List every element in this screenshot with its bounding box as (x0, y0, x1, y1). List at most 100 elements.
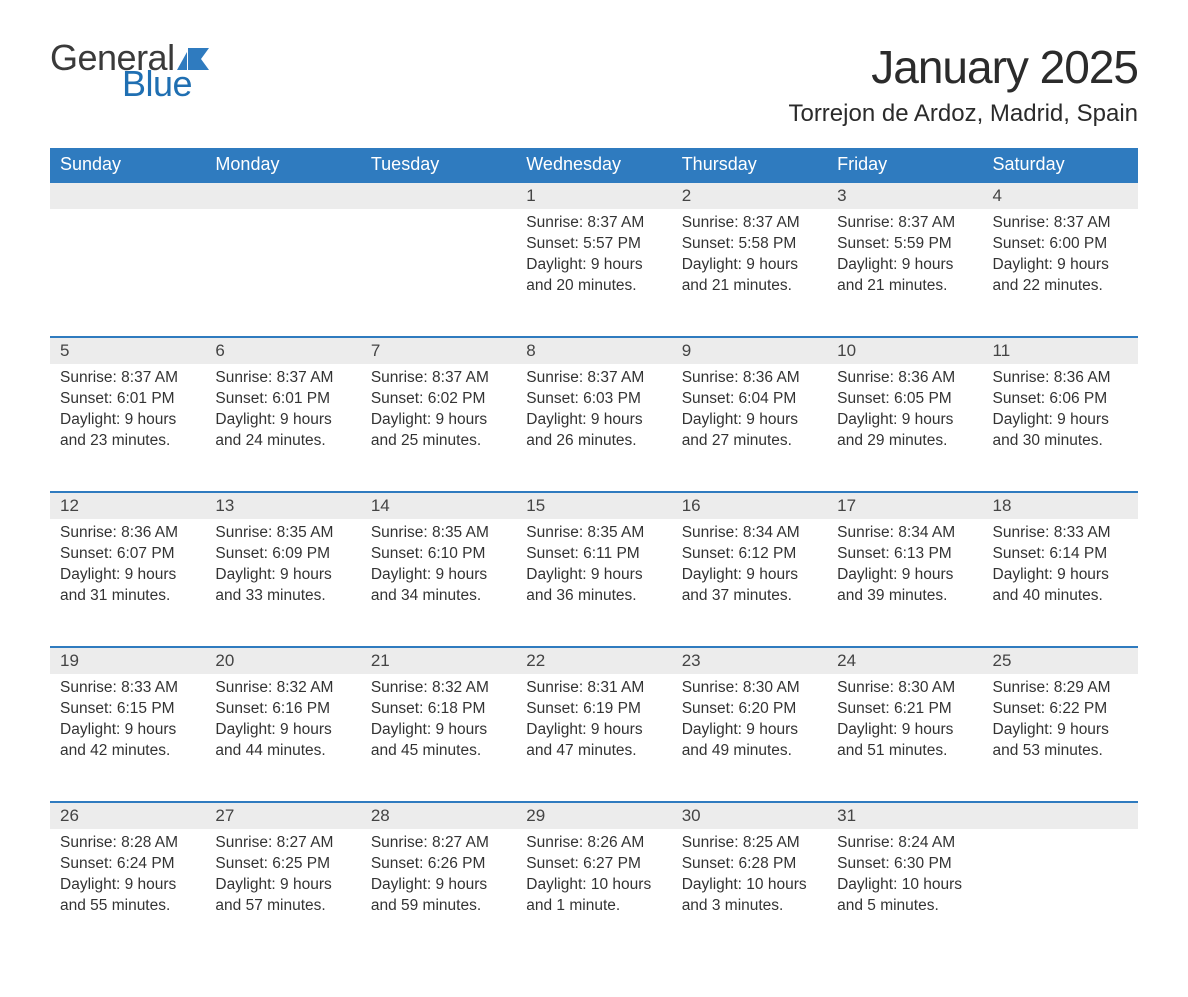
day-number-row: 1234 (50, 182, 1138, 209)
empty-cell (50, 182, 205, 209)
day-cell: Sunrise: 8:35 AMSunset: 6:11 PMDaylight:… (516, 519, 671, 647)
day-cell: Sunrise: 8:36 AMSunset: 6:05 PMDaylight:… (827, 364, 982, 492)
sunrise-line: Sunrise: 8:32 AM (371, 678, 506, 699)
day-number: 13 (205, 492, 360, 519)
day-number: 1 (516, 182, 671, 209)
weekday-header: Tuesday (361, 148, 516, 182)
sunrise-line: Sunrise: 8:37 AM (60, 368, 195, 389)
sunrise-line: Sunrise: 8:37 AM (682, 213, 817, 234)
daylight-line: Daylight: 9 hours and 30 minutes. (993, 410, 1128, 452)
day-number: 15 (516, 492, 671, 519)
daylight-line: Daylight: 9 hours and 25 minutes. (371, 410, 506, 452)
day-cell: Sunrise: 8:37 AMSunset: 6:01 PMDaylight:… (50, 364, 205, 492)
day-cell: Sunrise: 8:31 AMSunset: 6:19 PMDaylight:… (516, 674, 671, 802)
sunrise-line: Sunrise: 8:36 AM (682, 368, 817, 389)
sunrise-line: Sunrise: 8:29 AM (993, 678, 1128, 699)
empty-cell (983, 829, 1138, 957)
sunrise-line: Sunrise: 8:37 AM (526, 213, 661, 234)
sunset-line: Sunset: 6:04 PM (682, 389, 817, 410)
day-cell: Sunrise: 8:32 AMSunset: 6:18 PMDaylight:… (361, 674, 516, 802)
sunrise-line: Sunrise: 8:30 AM (837, 678, 972, 699)
sunrise-line: Sunrise: 8:37 AM (215, 368, 350, 389)
weekday-header: Sunday (50, 148, 205, 182)
sunset-line: Sunset: 6:06 PM (993, 389, 1128, 410)
day-number: 3 (827, 182, 982, 209)
daylight-line: Daylight: 9 hours and 21 minutes. (837, 255, 972, 297)
sunset-line: Sunset: 6:26 PM (371, 854, 506, 875)
day-cell: Sunrise: 8:24 AMSunset: 6:30 PMDaylight:… (827, 829, 982, 957)
day-number-row: 19202122232425 (50, 647, 1138, 674)
day-number-row: 262728293031 (50, 802, 1138, 829)
weekday-header-row: SundayMondayTuesdayWednesdayThursdayFrid… (50, 148, 1138, 182)
day-number: 10 (827, 337, 982, 364)
empty-cell (361, 209, 516, 337)
day-number: 26 (50, 802, 205, 829)
day-number: 11 (983, 337, 1138, 364)
sunrise-line: Sunrise: 8:26 AM (526, 833, 661, 854)
sunrise-line: Sunrise: 8:35 AM (526, 523, 661, 544)
day-number: 14 (361, 492, 516, 519)
day-content-row: Sunrise: 8:28 AMSunset: 6:24 PMDaylight:… (50, 829, 1138, 957)
sunset-line: Sunset: 6:25 PM (215, 854, 350, 875)
daylight-line: Daylight: 10 hours and 1 minute. (526, 875, 661, 917)
day-number: 31 (827, 802, 982, 829)
sunrise-line: Sunrise: 8:36 AM (60, 523, 195, 544)
day-number: 20 (205, 647, 360, 674)
day-content-row: Sunrise: 8:33 AMSunset: 6:15 PMDaylight:… (50, 674, 1138, 802)
daylight-line: Daylight: 9 hours and 22 minutes. (993, 255, 1128, 297)
weekday-header: Wednesday (516, 148, 671, 182)
day-number-row: 567891011 (50, 337, 1138, 364)
sunset-line: Sunset: 6:11 PM (526, 544, 661, 565)
sunrise-line: Sunrise: 8:33 AM (993, 523, 1128, 544)
day-cell: Sunrise: 8:33 AMSunset: 6:14 PMDaylight:… (983, 519, 1138, 647)
sunset-line: Sunset: 6:19 PM (526, 699, 661, 720)
empty-cell (50, 209, 205, 337)
day-number: 19 (50, 647, 205, 674)
day-number-row: 12131415161718 (50, 492, 1138, 519)
sunrise-line: Sunrise: 8:37 AM (526, 368, 661, 389)
daylight-line: Daylight: 9 hours and 20 minutes. (526, 255, 661, 297)
daylight-line: Daylight: 10 hours and 5 minutes. (837, 875, 972, 917)
empty-cell (361, 182, 516, 209)
empty-cell (205, 209, 360, 337)
day-cell: Sunrise: 8:28 AMSunset: 6:24 PMDaylight:… (50, 829, 205, 957)
sunset-line: Sunset: 6:20 PM (682, 699, 817, 720)
day-number: 8 (516, 337, 671, 364)
weekday-header: Monday (205, 148, 360, 182)
day-content-row: Sunrise: 8:37 AMSunset: 5:57 PMDaylight:… (50, 209, 1138, 337)
day-cell: Sunrise: 8:34 AMSunset: 6:13 PMDaylight:… (827, 519, 982, 647)
day-cell: Sunrise: 8:37 AMSunset: 5:58 PMDaylight:… (672, 209, 827, 337)
day-number: 29 (516, 802, 671, 829)
day-number: 6 (205, 337, 360, 364)
sunrise-line: Sunrise: 8:32 AM (215, 678, 350, 699)
day-number: 2 (672, 182, 827, 209)
daylight-line: Daylight: 9 hours and 47 minutes. (526, 720, 661, 762)
sunrise-line: Sunrise: 8:30 AM (682, 678, 817, 699)
sunset-line: Sunset: 6:30 PM (837, 854, 972, 875)
day-cell: Sunrise: 8:27 AMSunset: 6:26 PMDaylight:… (361, 829, 516, 957)
day-cell: Sunrise: 8:37 AMSunset: 6:00 PMDaylight:… (983, 209, 1138, 337)
sunset-line: Sunset: 5:59 PM (837, 234, 972, 255)
sunrise-line: Sunrise: 8:25 AM (682, 833, 817, 854)
day-number: 24 (827, 647, 982, 674)
daylight-line: Daylight: 9 hours and 55 minutes. (60, 875, 195, 917)
day-number: 30 (672, 802, 827, 829)
daylight-line: Daylight: 9 hours and 31 minutes. (60, 565, 195, 607)
sunset-line: Sunset: 6:18 PM (371, 699, 506, 720)
daylight-line: Daylight: 9 hours and 26 minutes. (526, 410, 661, 452)
day-cell: Sunrise: 8:37 AMSunset: 5:59 PMDaylight:… (827, 209, 982, 337)
day-number: 28 (361, 802, 516, 829)
sunset-line: Sunset: 5:57 PM (526, 234, 661, 255)
day-number: 21 (361, 647, 516, 674)
day-cell: Sunrise: 8:26 AMSunset: 6:27 PMDaylight:… (516, 829, 671, 957)
sunset-line: Sunset: 6:00 PM (993, 234, 1128, 255)
daylight-line: Daylight: 9 hours and 34 minutes. (371, 565, 506, 607)
sunset-line: Sunset: 6:02 PM (371, 389, 506, 410)
day-cell: Sunrise: 8:37 AMSunset: 6:03 PMDaylight:… (516, 364, 671, 492)
day-number: 4 (983, 182, 1138, 209)
daylight-line: Daylight: 9 hours and 29 minutes. (837, 410, 972, 452)
sunset-line: Sunset: 6:16 PM (215, 699, 350, 720)
daylight-line: Daylight: 9 hours and 49 minutes. (682, 720, 817, 762)
sunrise-line: Sunrise: 8:36 AM (837, 368, 972, 389)
empty-cell (205, 182, 360, 209)
